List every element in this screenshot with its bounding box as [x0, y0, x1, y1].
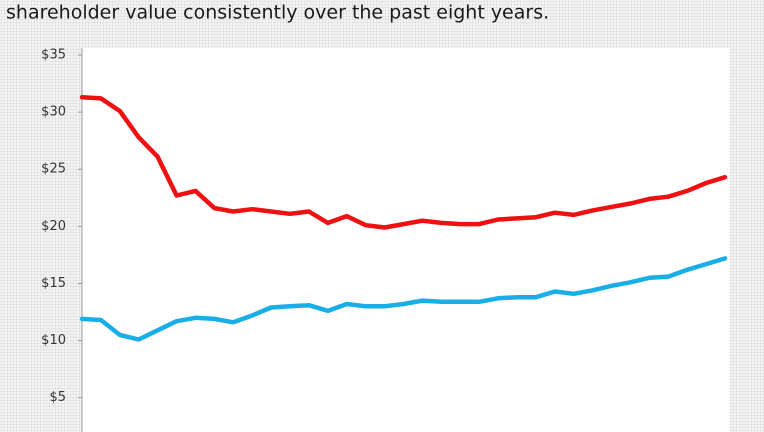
plot-area	[82, 48, 730, 432]
data-line	[79, 95, 728, 230]
chart-title: shareholder value consistently over the …	[6, 2, 549, 24]
y-tick-label: $35	[41, 48, 66, 63]
y-tick-label: $20	[41, 219, 66, 234]
y-tick-label: $10	[41, 333, 66, 348]
y-tick-label: $25	[41, 162, 66, 177]
y-tick-label: $15	[41, 276, 66, 291]
data-line	[79, 256, 728, 342]
y-tick-label: $5	[49, 390, 66, 405]
y-tick-label: $30	[41, 105, 66, 120]
